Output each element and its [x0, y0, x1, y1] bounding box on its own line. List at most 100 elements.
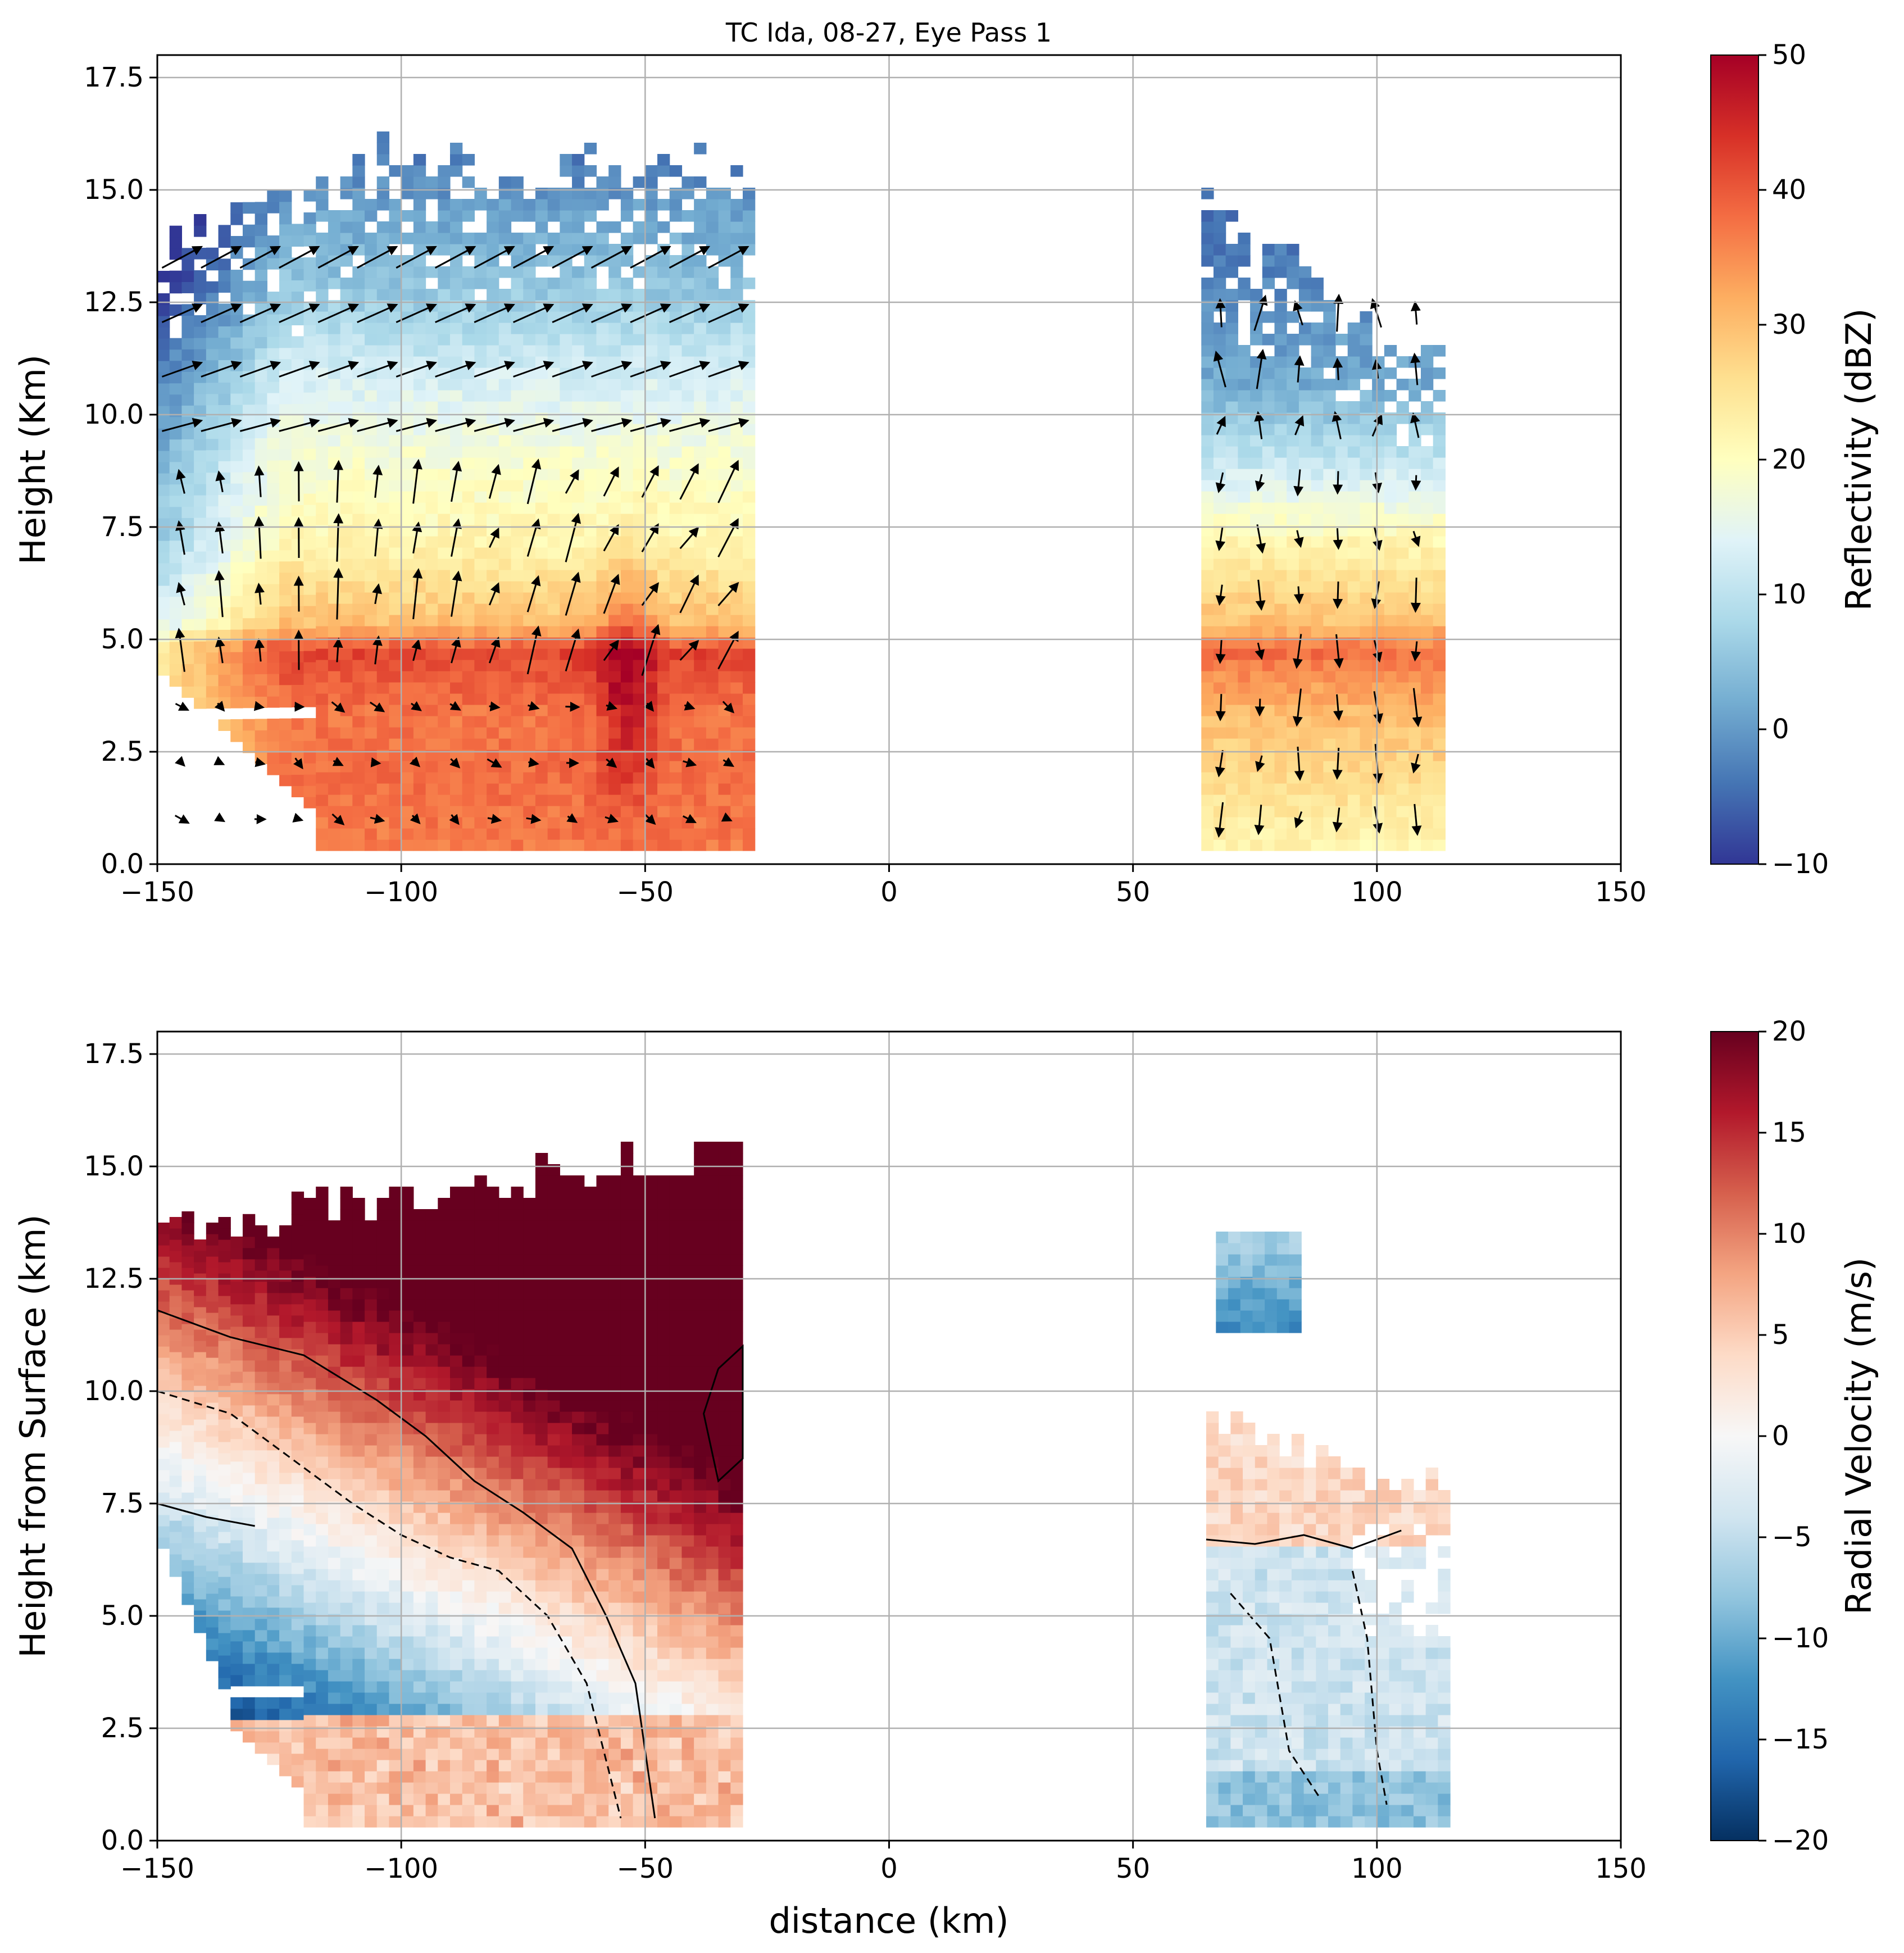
reflectivity-cell — [1420, 839, 1434, 851]
reflectivity-cell — [596, 682, 609, 694]
velocity-cell — [413, 1243, 426, 1255]
velocity-cell — [376, 1692, 390, 1704]
velocity-cell — [242, 1708, 256, 1720]
reflectivity-cell — [1274, 705, 1287, 716]
reflectivity-cell — [645, 693, 658, 705]
reflectivity-cell — [523, 738, 536, 750]
reflectivity-cell — [1238, 446, 1251, 458]
reflectivity-cell — [1238, 660, 1251, 671]
reflectivity-cell — [743, 401, 756, 413]
reflectivity-cell — [1298, 648, 1312, 660]
velocity-cell — [340, 1400, 353, 1412]
reflectivity-cell — [450, 289, 463, 301]
reflectivity-cell — [633, 828, 646, 840]
reflectivity-cell — [730, 379, 743, 390]
reflectivity-cell — [328, 210, 341, 222]
velocity-cell — [230, 1416, 243, 1428]
velocity-cell — [194, 1296, 207, 1307]
reflectivity-cell — [206, 483, 219, 496]
velocity-cell — [401, 1748, 414, 1760]
reflectivity-cell — [1408, 379, 1421, 390]
reflectivity-cell — [303, 718, 316, 730]
reflectivity-cell — [340, 379, 353, 390]
reflectivity-cell — [608, 390, 621, 402]
reflectivity-cell — [413, 345, 426, 357]
reflectivity-cell — [487, 570, 499, 582]
reflectivity-cell — [365, 547, 378, 559]
reflectivity-cell — [1323, 311, 1336, 323]
wind-arrow — [254, 465, 265, 497]
velocity-cell — [303, 1760, 316, 1772]
reflectivity-cell — [1213, 289, 1226, 301]
reflectivity-cell — [340, 738, 353, 750]
reflectivity-cell — [1420, 727, 1434, 739]
velocity-cell — [316, 1692, 329, 1704]
reflectivity-cell — [584, 367, 597, 379]
velocity-cell — [328, 1265, 341, 1277]
reflectivity-cell — [450, 727, 463, 739]
reflectivity-cell — [425, 648, 438, 660]
reflectivity-cell — [645, 199, 658, 211]
reflectivity-cell — [242, 370, 256, 383]
velocity-cell — [303, 1209, 316, 1221]
reflectivity-cell — [438, 390, 451, 402]
reflectivity-cell — [1201, 244, 1214, 256]
velocity-cell — [157, 1279, 170, 1291]
reflectivity-cell — [584, 323, 597, 334]
reflectivity-cell — [291, 437, 305, 449]
reflectivity-cell — [365, 828, 378, 840]
reflectivity-cell — [1396, 705, 1409, 716]
reflectivity-cell — [596, 806, 609, 817]
reflectivity-cell — [279, 224, 292, 236]
reflectivity-cell — [328, 401, 341, 413]
reflectivity-cell — [584, 660, 597, 671]
reflectivity-cell — [438, 558, 451, 570]
reflectivity-cell — [1360, 761, 1373, 773]
velocity-cell — [303, 1366, 316, 1378]
velocity-cell — [413, 1423, 426, 1434]
reflectivity-cell — [657, 491, 670, 503]
velocity-cell — [401, 1546, 414, 1558]
reflectivity-cell — [1323, 705, 1336, 716]
reflectivity-cell — [1335, 806, 1348, 817]
reflectivity-cell — [389, 648, 402, 660]
reflectivity-cell — [413, 491, 426, 503]
reflectivity-cell — [438, 772, 451, 784]
reflectivity-cell — [694, 199, 707, 211]
reflectivity-cell — [560, 558, 572, 570]
velocity-cell — [352, 1198, 365, 1210]
velocity-cell — [389, 1321, 402, 1333]
reflectivity-cell — [267, 752, 280, 764]
reflectivity-cell — [645, 210, 658, 222]
velocity-cell — [352, 1625, 365, 1637]
reflectivity-cell — [340, 783, 353, 795]
velocity-cell — [316, 1670, 329, 1682]
reflectivity-cell — [279, 246, 292, 258]
reflectivity-cell — [1274, 558, 1287, 570]
reflectivity-cell — [1201, 626, 1214, 638]
reflectivity-cell — [743, 536, 756, 548]
reflectivity-cell — [596, 794, 609, 806]
wind-arrow — [1254, 411, 1265, 439]
reflectivity-cell — [1384, 457, 1397, 469]
reflectivity-cell — [206, 494, 219, 507]
velocity-cell — [279, 1281, 292, 1293]
reflectivity-cell — [560, 401, 572, 413]
reflectivity-cell — [1213, 323, 1226, 334]
velocity-cell — [365, 1310, 378, 1322]
velocity-cell — [303, 1748, 316, 1760]
velocity-cell — [316, 1704, 329, 1715]
reflectivity-cell — [730, 536, 743, 548]
reflectivity-cell — [230, 449, 243, 461]
velocity-cell — [218, 1419, 231, 1431]
reflectivity-cell — [1323, 693, 1336, 705]
reflectivity-cell — [1396, 828, 1409, 840]
reflectivity-cell — [633, 660, 646, 671]
reflectivity-cell — [401, 592, 414, 604]
reflectivity-cell — [694, 446, 707, 458]
reflectivity-cell — [438, 345, 451, 357]
reflectivity-cell — [535, 345, 548, 357]
reflectivity-cell — [1311, 772, 1324, 784]
reflectivity-cell — [376, 334, 390, 346]
reflectivity-cell — [657, 345, 670, 357]
